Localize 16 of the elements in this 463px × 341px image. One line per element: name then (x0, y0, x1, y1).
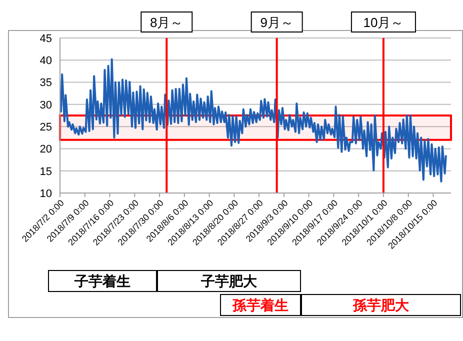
y-tick-label: 35 (40, 77, 52, 90)
line-series (60, 58, 447, 182)
text: 子芋着生 (48, 270, 157, 292)
y-tick-label: 40 (40, 55, 52, 68)
y-tick-label: 30 (40, 99, 52, 112)
text: 孫芋着生 (220, 294, 301, 316)
text: 子芋肥大 (157, 270, 301, 292)
y-tick-label: 20 (40, 144, 52, 156)
y-tick-label: 25 (40, 121, 52, 134)
text: 孫芋肥大 (301, 294, 461, 316)
ref-line-label: 8月～ (150, 15, 184, 30)
y-tick-label: 10 (40, 188, 52, 200)
y-tick-label: 45 (40, 32, 52, 45)
y-tick-label: 15 (40, 166, 52, 178)
ref-line-label: 9月～ (260, 15, 294, 30)
ref-line-label: 10月～ (363, 15, 404, 30)
